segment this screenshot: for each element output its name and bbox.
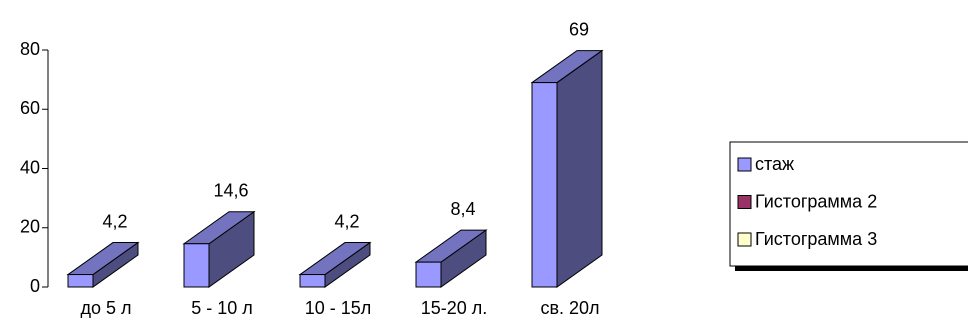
legend-label: Гистограмма 3	[755, 229, 877, 249]
bar	[531, 82, 558, 288]
y-tick-label: 40	[20, 157, 40, 177]
x-tick-label: 5 - 10 л	[191, 298, 253, 318]
legend-swatch	[737, 232, 752, 247]
data-label: 69	[569, 19, 589, 39]
bar-side	[556, 49, 603, 288]
data-label: 4,2	[102, 211, 127, 231]
y-tick-label: 0	[30, 276, 40, 296]
data-label: 8,4	[450, 199, 475, 219]
x-tick-label: до 5 л	[80, 298, 131, 318]
bar	[183, 243, 210, 288]
legend-label: Гистограмма 2	[755, 191, 877, 211]
x-tick-label: св. 20л	[540, 298, 599, 318]
legend	[729, 141, 968, 267]
bar	[299, 274, 326, 288]
x-tick-label: 15-20 л.	[421, 298, 488, 318]
data-label: 4,2	[334, 211, 359, 231]
bar	[415, 261, 442, 288]
y-tick-label: 80	[20, 39, 40, 59]
legend-swatch	[737, 157, 752, 172]
x-tick-label: 10 - 15л	[305, 298, 372, 318]
legend-swatch	[737, 195, 752, 209]
y-tick-label: 20	[20, 217, 40, 237]
bar	[67, 274, 94, 288]
data-label: 14,6	[213, 180, 248, 200]
y-tick-label: 60	[20, 98, 40, 118]
legend-label: стаж	[755, 154, 794, 174]
